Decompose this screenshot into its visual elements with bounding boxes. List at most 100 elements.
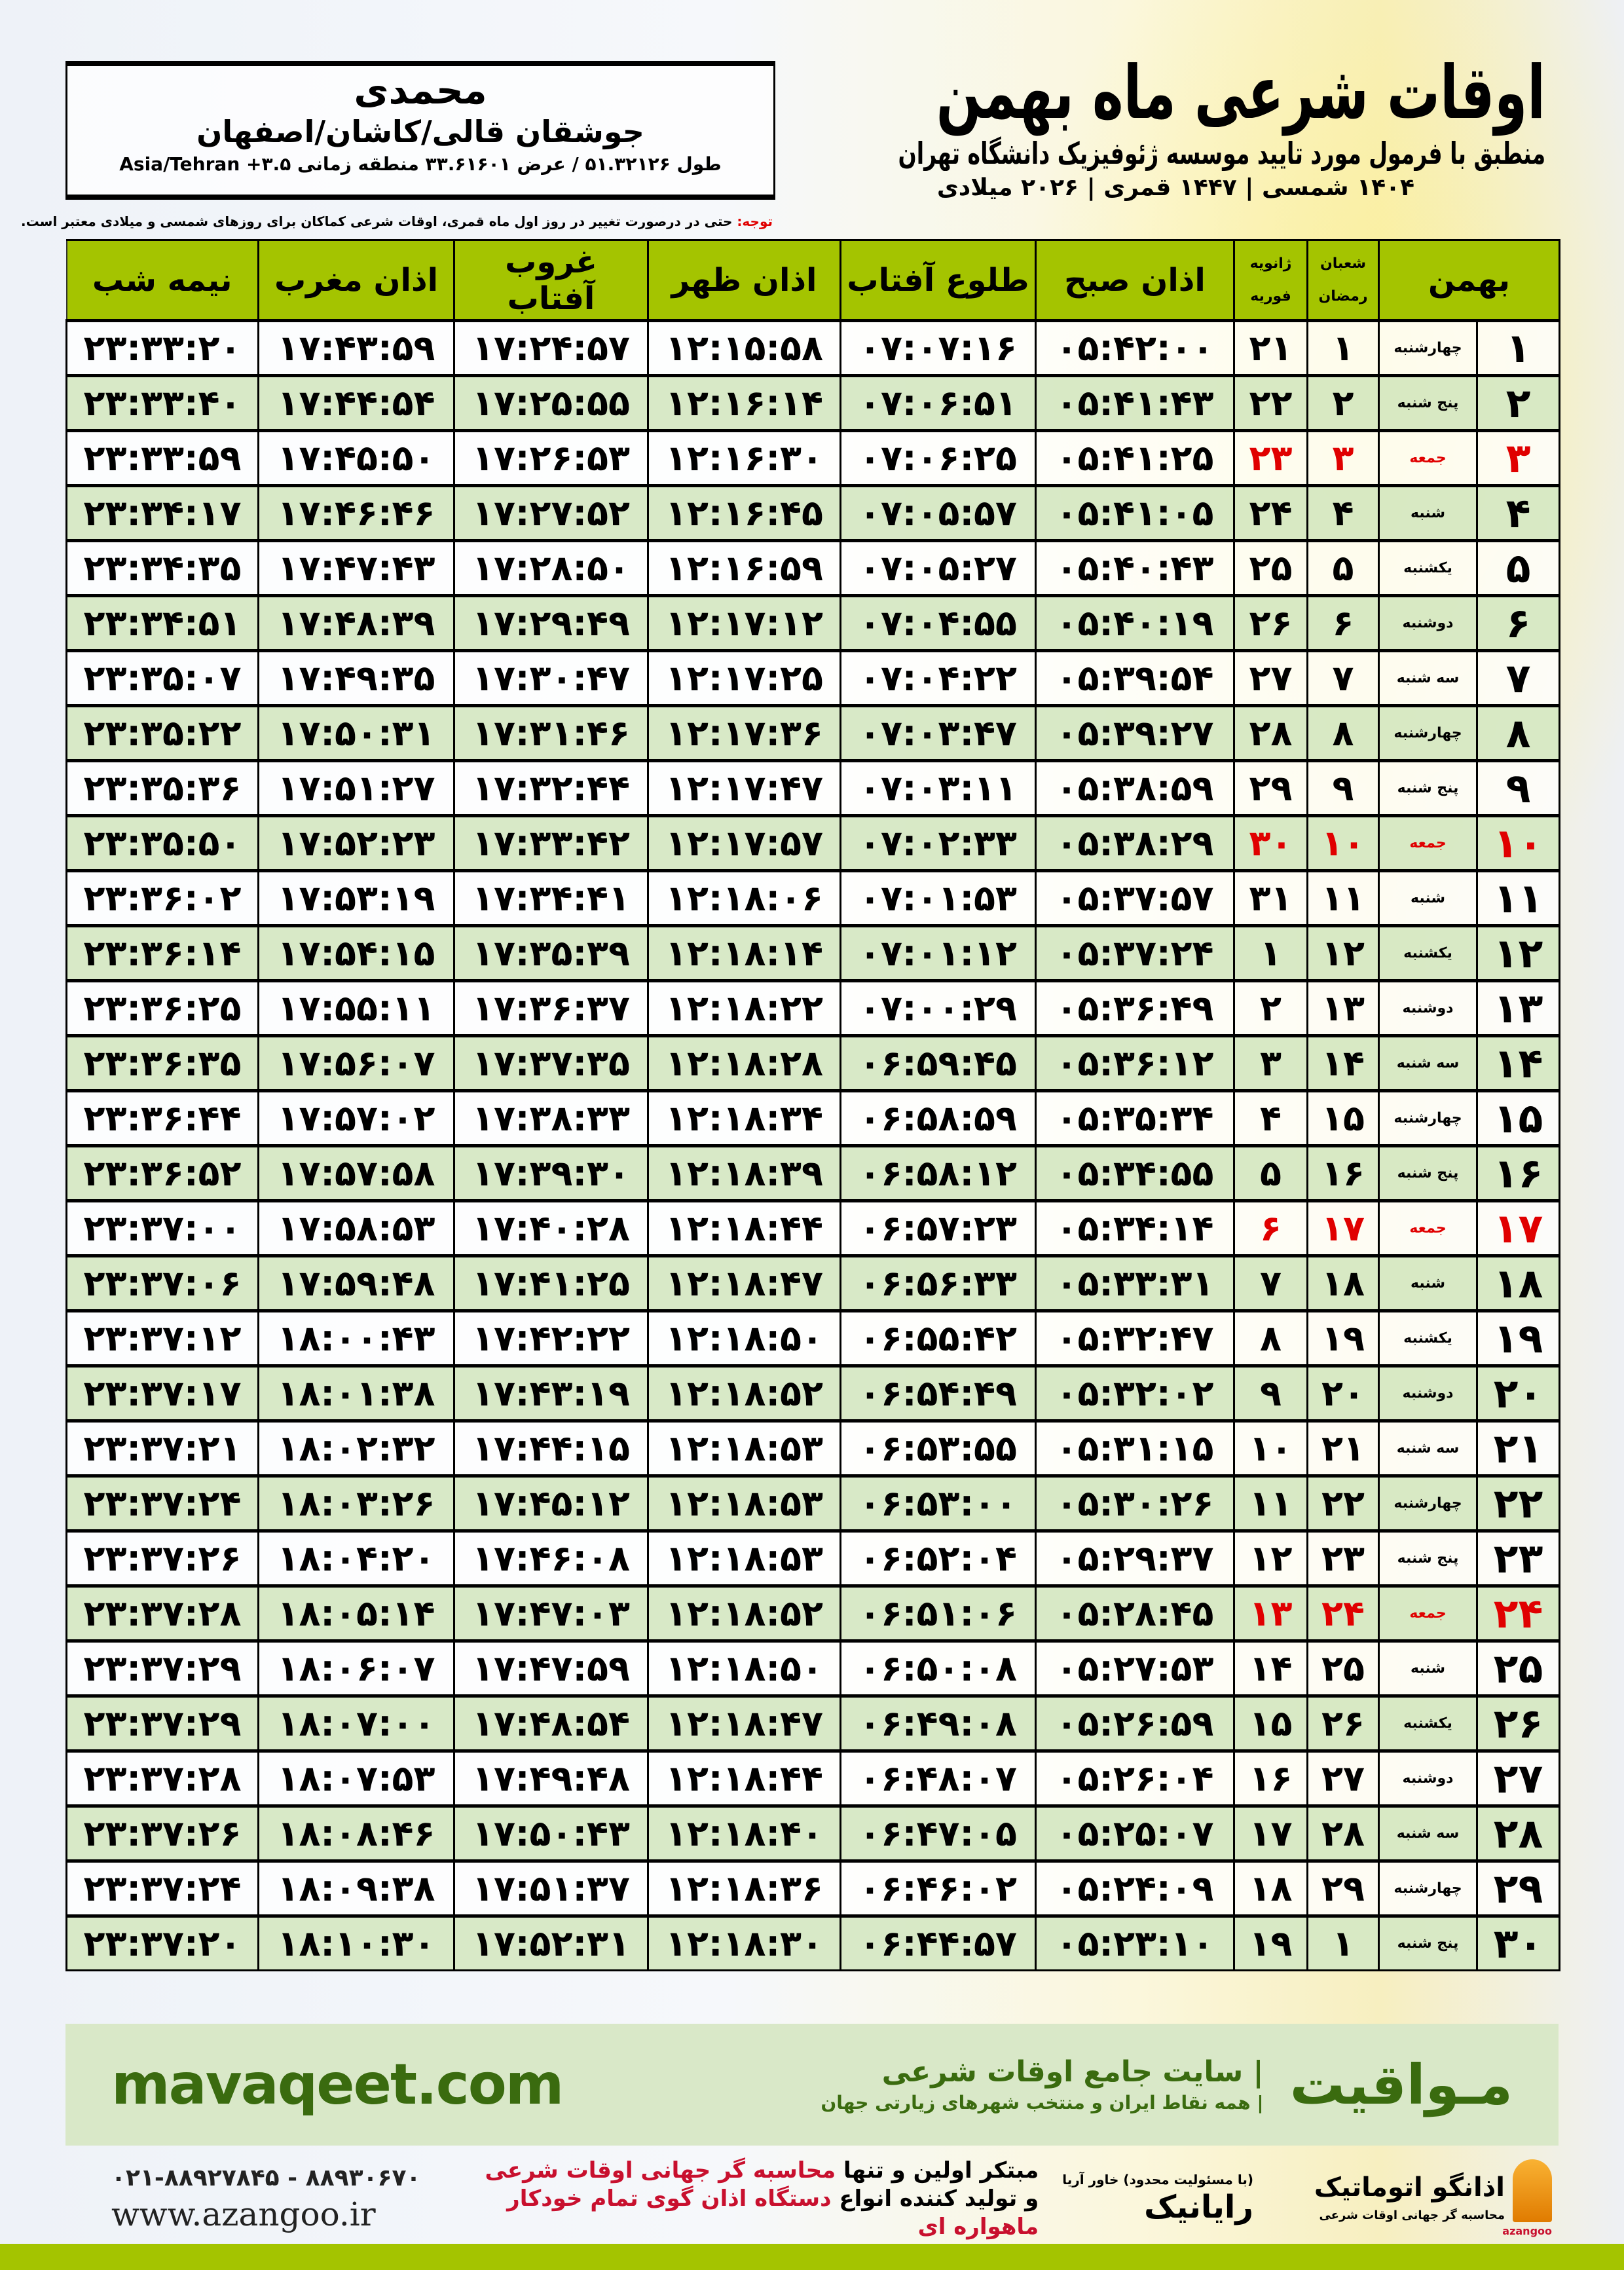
cell-sunrise: ۰۶:۵۱:۰۶ — [840, 1584, 1037, 1642]
cell-day: ۶ — [1476, 594, 1560, 652]
table-header: بهمن شعبان رمضان ژانویه فوریه اذان صبح طلو… — [65, 239, 1560, 322]
cell-midnight: ۲۳:۳۷:۰۶ — [65, 1254, 259, 1312]
cell-sunset: ۱۷:۳۹:۳۰ — [453, 1144, 649, 1202]
cell-maghrib: ۱۸:۰۱:۳۸ — [257, 1364, 455, 1422]
cell-hijri-day: ۲۴ — [1306, 1584, 1380, 1642]
cell-hijri-day: ۶ — [1306, 594, 1380, 652]
cell-greg-day: ۱۱ — [1233, 1474, 1308, 1532]
cell-day: ۴ — [1476, 484, 1560, 542]
table-row: ۱۴ سه شنبه ۱۴ ۳ ۰۵:۳۶:۱۲ ۰۶:۵۹:۴۵ ۱۲:۱۸:۲۸ ۱۷:۳… — [65, 1034, 1560, 1092]
mavaqeet-url[interactable]: mavaqeet.com — [111, 2052, 564, 2117]
cell-sunset: ۱۷:۴۹:۴۸ — [453, 1749, 649, 1807]
table-row: ۱۵ چهارشنبه ۱۵ ۴ ۰۵:۳۵:۳۴ ۰۶:۵۸:۵۹ ۱۲:۱۸:۳۴ ۱۷:… — [65, 1089, 1560, 1147]
cell-maghrib: ۱۷:۴۴:۵۴ — [257, 374, 455, 432]
cell-dhuhr: ۱۲:۱۶:۱۴ — [647, 374, 841, 432]
cell-day: ۱۱ — [1476, 869, 1560, 927]
cell-hijri-day: ۳ — [1306, 429, 1380, 487]
cell-dhuhr: ۱۲:۱۸:۳۰ — [647, 1914, 841, 1971]
cell-fajr: ۰۵:۴۰:۴۳ — [1035, 539, 1235, 597]
azangoo-logo: اذانگو اتوماتیک محاسبه گر جهانی اوقات شر… — [1277, 2159, 1552, 2238]
cell-greg-day: ۱۸ — [1233, 1859, 1308, 1917]
cell-sunset: ۱۷:۵۰:۴۳ — [453, 1804, 649, 1862]
cell-maghrib: ۱۷:۵۴:۱۵ — [257, 924, 455, 982]
cell-maghrib: ۱۸:۰۹:۳۸ — [257, 1859, 455, 1917]
cell-midnight: ۲۳:۳۷:۲۹ — [65, 1694, 259, 1752]
cell-dhuhr: ۱۲:۱۵:۵۸ — [647, 319, 841, 377]
cell-midnight: ۲۳:۳۵:۰۷ — [65, 649, 259, 707]
cell-maghrib: ۱۷:۴۷:۴۳ — [257, 539, 455, 597]
cell-sunrise: ۰۷:۰۴:۲۲ — [840, 649, 1037, 707]
cell-sunset: ۱۷:۳۶:۳۷ — [453, 979, 649, 1037]
cell-maghrib: ۱۸:۰۸:۴۶ — [257, 1804, 455, 1862]
cell-sunset: ۱۷:۲۶:۵۳ — [453, 429, 649, 487]
cell-greg-day: ۹ — [1233, 1364, 1308, 1422]
cell-greg-day: ۲۴ — [1233, 484, 1308, 542]
cell-hijri-day: ۱۴ — [1306, 1034, 1380, 1092]
table-row: ۲۳ پنج شنبه ۲۳ ۱۲ ۰۵:۲۹:۳۷ ۰۶:۵۲:۰۴ ۱۲:۱۸:۵۳ ۱۷… — [65, 1529, 1560, 1587]
cell-sunset: ۱۷:۲۵:۵۵ — [453, 374, 649, 432]
cell-dhuhr: ۱۲:۱۷:۲۵ — [647, 649, 841, 707]
table-row: ۱۹ یکشنبه ۱۹ ۸ ۰۵:۳۲:۴۷ ۰۶:۵۵:۴۲ ۱۲:۱۸:۵۰ ۱۷:۴۲… — [65, 1309, 1560, 1367]
table-row: ۸ چهارشنبه ۸ ۲۸ ۰۵:۳۹:۲۷ ۰۷:۰۳:۴۷ ۱۲:۱۷:۳۶ ۱۷:۳… — [65, 704, 1560, 762]
table-row: ۱۰ جمعه ۱۰ ۳۰ ۰۵:۳۸:۲۹ ۰۷:۰۲:۳۳ ۱۲:۱۷:۵۷ ۱۷:۳۳:… — [65, 814, 1560, 872]
cell-sunrise: ۰۶:۵۶:۳۳ — [840, 1254, 1037, 1312]
table-row: ۱۳ دوشنبه ۱۳ ۲ ۰۵:۳۶:۴۹ ۰۷:۰۰:۲۹ ۱۲:۱۸:۲۲ ۱۷:۳۶… — [65, 979, 1560, 1037]
cell-weekday: یکشنبه — [1378, 539, 1478, 597]
cell-fajr: ۰۵:۲۸:۴۵ — [1035, 1584, 1235, 1642]
cell-sunrise: ۰۶:۵۰:۰۸ — [840, 1639, 1037, 1697]
cell-greg-day: ۱۴ — [1233, 1639, 1308, 1697]
cell-dhuhr: ۱۲:۱۸:۴۷ — [647, 1694, 841, 1752]
cell-sunset: ۱۷:۴۷:۰۳ — [453, 1584, 649, 1642]
cell-maghrib: ۱۸:۰۷:۵۳ — [257, 1749, 455, 1807]
cell-fajr: ۰۵:۳۵:۳۴ — [1035, 1089, 1235, 1147]
table-row: ۲۱ سه شنبه ۲۱ ۱۰ ۰۵:۳۱:۱۵ ۰۶:۵۳:۵۵ ۱۲:۱۸:۵۳ ۱۷:… — [65, 1419, 1560, 1477]
cell-sunset: ۱۷:۲۸:۵۰ — [453, 539, 649, 597]
cell-dhuhr: ۱۲:۱۶:۵۹ — [647, 539, 841, 597]
header-greg-bottom: فوریه — [1250, 288, 1291, 305]
cell-greg-day: ۲ — [1233, 979, 1308, 1037]
cell-sunset: ۱۷:۳۴:۴۱ — [453, 869, 649, 927]
cell-dhuhr: ۱۲:۱۸:۳۴ — [647, 1089, 841, 1147]
cell-weekday: چهارشنبه — [1378, 1859, 1478, 1917]
cell-sunrise: ۰۶:۴۴:۵۷ — [840, 1914, 1037, 1971]
cell-hijri-day: ۱۱ — [1306, 869, 1380, 927]
cell-hijri-day: ۱۸ — [1306, 1254, 1380, 1312]
cell-day: ۱۶ — [1476, 1144, 1560, 1202]
slogan-small: | همه نقاط ایران و منتخب شهرهای زیارتی ج… — [821, 2092, 1264, 2113]
cell-hijri-day: ۱۷ — [1306, 1199, 1380, 1257]
mavaqeet-logo: مـواقیت — [1289, 2053, 1513, 2117]
cell-midnight: ۲۳:۳۶:۱۴ — [65, 924, 259, 982]
cell-hijri-day: ۱۶ — [1306, 1144, 1380, 1202]
cell-sunset: ۱۷:۴۳:۱۹ — [453, 1364, 649, 1422]
table-row: ۱۲ یکشنبه ۱۲ ۱ ۰۵:۳۷:۲۴ ۰۷:۰۱:۱۲ ۱۲:۱۸:۱۴ ۱۷:۳۵… — [65, 924, 1560, 982]
cell-greg-day: ۱۶ — [1233, 1749, 1308, 1807]
rayanik-sub: (با مسئولیت محدود) خاور آریا — [1062, 2172, 1253, 2187]
cell-weekday: شنبه — [1378, 484, 1478, 542]
cell-fajr: ۰۵:۴۲:۰۰ — [1035, 319, 1235, 377]
cell-hijri-day: ۱۵ — [1306, 1089, 1380, 1147]
cell-dhuhr: ۱۲:۱۷:۴۷ — [647, 759, 841, 817]
cell-dhuhr: ۱۲:۱۸:۵۰ — [647, 1639, 841, 1697]
cell-day: ۲۷ — [1476, 1749, 1560, 1807]
azangoo-url[interactable]: www.azangoo.ir — [111, 2195, 376, 2233]
cell-sunset: ۱۷:۴۶:۰۸ — [453, 1529, 649, 1587]
cell-weekday: یکشنبه — [1378, 1309, 1478, 1367]
table-row: ۲۴ جمعه ۲۴ ۱۳ ۰۵:۲۸:۴۵ ۰۶:۵۱:۰۶ ۱۲:۱۸:۵۲ ۱۷:۴۷:… — [65, 1584, 1560, 1642]
cell-greg-day: ۱۵ — [1233, 1694, 1308, 1752]
cell-sunrise: ۰۷:۰۶:۵۱ — [840, 374, 1037, 432]
cell-sunrise: ۰۷:۰۰:۲۹ — [840, 979, 1037, 1037]
cell-sunrise: ۰۷:۰۵:۵۷ — [840, 484, 1037, 542]
cell-maghrib: ۱۷:۵۷:۵۸ — [257, 1144, 455, 1202]
cell-weekday: پنج شنبه — [1378, 374, 1478, 432]
cell-greg-day: ۳۰ — [1233, 814, 1308, 872]
cell-day: ۲۲ — [1476, 1474, 1560, 1532]
azangoo-logo-sub: محاسبه گر جهانی اوقات شرعی — [1319, 2208, 1505, 2222]
cell-hijri-day: ۲۲ — [1306, 1474, 1380, 1532]
cell-midnight: ۲۳:۳۷:۲۱ — [65, 1419, 259, 1477]
cell-greg-day: ۱۳ — [1233, 1584, 1308, 1642]
table-row: ۲۶ یکشنبه ۲۶ ۱۵ ۰۵:۲۶:۵۹ ۰۶:۴۹:۰۸ ۱۲:۱۸:۴۷ ۱۷:۴… — [65, 1694, 1560, 1752]
cell-dhuhr: ۱۲:۱۸:۳۶ — [647, 1859, 841, 1917]
header-hijri: شعبان رمضان — [1306, 239, 1380, 322]
phone-numbers: ۰۲۱-۸۸۹۲۷۸۴۵ - ۸۸۹۳۰۶۷۰ — [111, 2165, 421, 2191]
cell-fajr: ۰۵:۲۵:۰۷ — [1035, 1804, 1235, 1862]
